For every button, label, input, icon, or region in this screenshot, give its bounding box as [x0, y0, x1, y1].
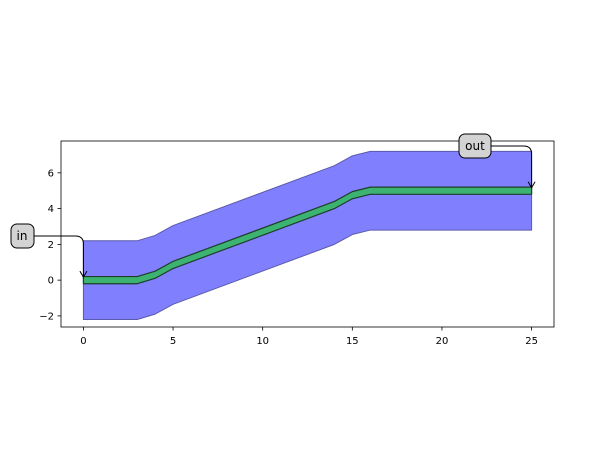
x-tick-label: 25 [525, 336, 538, 347]
cladding-region [82, 150, 533, 320]
plot-frame [60, 140, 555, 328]
y-tick-label: 0 [48, 276, 54, 287]
x-tick-label: 5 [170, 336, 176, 347]
core-region [82, 186, 533, 285]
x-tick-label: 10 [256, 336, 269, 347]
y-tick-label: 4 [48, 204, 54, 215]
x-tick-label: 20 [436, 336, 449, 347]
arrow-head [527, 181, 536, 189]
x-tick-label: 15 [346, 336, 359, 347]
x-tick-label: 0 [80, 336, 86, 347]
arrow-head [79, 270, 88, 279]
out-port-label-box [458, 133, 492, 159]
out-port-arrow [491, 145, 533, 188]
y-tick-label: −2 [39, 311, 54, 322]
in-port-arrow [34, 235, 84, 278]
y-tick-label: 2 [48, 240, 54, 251]
in-port-label-box [10, 223, 35, 249]
out-port-label: out [465, 139, 485, 153]
in-port-label: in [17, 229, 28, 243]
y-tick-label: 6 [48, 168, 54, 179]
